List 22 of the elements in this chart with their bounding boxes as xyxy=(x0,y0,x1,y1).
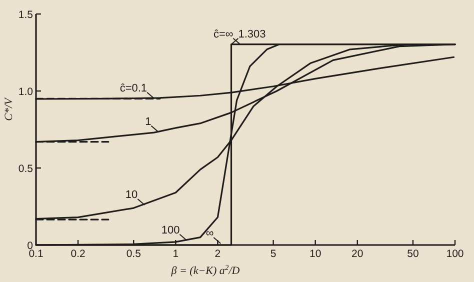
x-tick-label: 20 xyxy=(352,248,364,260)
x-tick-label: 1 xyxy=(172,248,179,260)
x-tick-label: 5 xyxy=(270,248,276,260)
annotation: ∞ xyxy=(206,227,214,240)
x-tick-label: 50 xyxy=(407,248,419,260)
x-tick-label: 0.5 xyxy=(126,248,142,260)
x-axis-title: β = (k−K) a$^{2}$/D xyxy=(170,262,240,277)
x-tick-label: 100 xyxy=(446,248,464,260)
annotation: ĉ=0.1 xyxy=(120,82,148,94)
x-tick-label: 10 xyxy=(309,248,322,260)
x-tick-label: 2 xyxy=(214,248,221,260)
y-tick-label: 1.0 xyxy=(18,86,34,98)
annotation: 10 xyxy=(125,188,138,201)
x-tick-label: 0.1 xyxy=(28,248,44,260)
annotation: 1.303 xyxy=(238,28,266,40)
y-tick-label: 0.5 xyxy=(18,163,34,175)
y-tick-label: 1.5 xyxy=(18,9,34,21)
y-axis-title: C*/V xyxy=(3,96,15,121)
x-tick-label: 0.2 xyxy=(70,248,86,260)
annotation: 100 xyxy=(161,224,180,236)
annotation: ĉ=∞ xyxy=(213,28,234,40)
annotation: 1 xyxy=(145,116,152,128)
